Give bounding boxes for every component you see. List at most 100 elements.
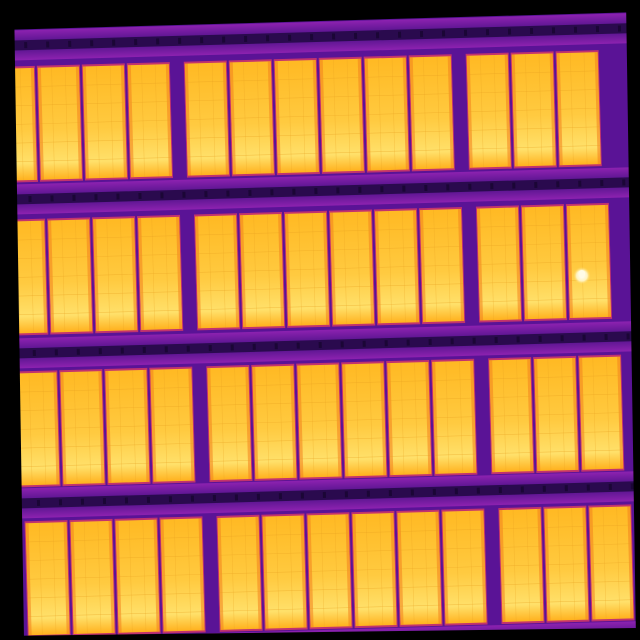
panel-edge xyxy=(380,363,387,476)
rack-bolt xyxy=(560,335,564,342)
cell-line xyxy=(231,135,273,138)
rack-bolt xyxy=(366,490,370,497)
panel-body xyxy=(82,65,127,179)
cell-line xyxy=(545,544,587,547)
cell-line xyxy=(208,404,250,406)
cell-line xyxy=(343,418,385,421)
cell-line xyxy=(606,357,610,469)
rack-bolt xyxy=(156,38,160,45)
cell-line xyxy=(589,524,631,527)
rack-bolt xyxy=(516,336,520,343)
rack-bolt xyxy=(300,492,304,499)
rack-bolt xyxy=(318,341,322,349)
cell-line xyxy=(535,394,577,397)
cell-line xyxy=(132,370,137,483)
cell-line xyxy=(446,209,451,322)
rack-bolt xyxy=(432,488,436,495)
rack-bolt xyxy=(529,27,534,35)
panel-edge xyxy=(470,360,477,473)
cell-line xyxy=(489,377,531,380)
cell-line xyxy=(154,64,159,177)
cell-line xyxy=(298,401,340,404)
panel-edge xyxy=(357,58,364,171)
cell-line xyxy=(276,115,318,118)
rack-bolt xyxy=(278,493,282,500)
cell-line xyxy=(16,428,58,430)
cell-line xyxy=(536,432,578,434)
cell-line xyxy=(590,543,632,546)
cell-line xyxy=(580,412,622,415)
cell-line xyxy=(414,362,418,475)
cell-line xyxy=(263,552,305,555)
panel-edge xyxy=(330,212,337,325)
cell-line xyxy=(493,55,498,168)
solar-panel xyxy=(296,362,343,480)
rack-bolt xyxy=(80,498,85,505)
panel-edge xyxy=(37,67,44,180)
cell-line xyxy=(71,557,113,560)
cell-line xyxy=(265,366,270,479)
cell-line xyxy=(478,263,520,265)
panel-body xyxy=(150,368,195,482)
panel-edge xyxy=(412,210,420,323)
cell-line xyxy=(40,159,82,162)
panel-body xyxy=(489,359,534,473)
panel-edge xyxy=(476,208,484,321)
cell-line xyxy=(196,270,238,273)
cell-line xyxy=(557,508,562,621)
panel-edge xyxy=(572,357,579,470)
solar-panel xyxy=(306,512,353,630)
cell-line xyxy=(17,446,59,449)
cell-line xyxy=(222,215,226,328)
rack-bolt xyxy=(419,31,424,38)
cell-line xyxy=(196,252,238,255)
panel-body xyxy=(217,516,262,630)
cell-line xyxy=(264,589,306,592)
rack-bolt xyxy=(226,190,230,197)
cell-line xyxy=(423,57,427,169)
cell-line xyxy=(445,361,450,474)
solar-panel xyxy=(363,55,410,173)
panel-edge xyxy=(120,65,127,178)
cell-line xyxy=(523,261,565,264)
cell-line xyxy=(459,361,463,474)
cell-line xyxy=(287,305,329,308)
panel-body xyxy=(442,510,487,624)
rack-bolt xyxy=(200,37,204,44)
cell-line xyxy=(365,513,370,626)
panel-edge xyxy=(432,361,439,474)
solar-panel xyxy=(465,52,512,170)
cell-line xyxy=(27,596,69,599)
cell-line xyxy=(491,433,533,436)
cell-line xyxy=(39,140,81,143)
rack-bolt xyxy=(270,189,274,196)
cell-line xyxy=(75,219,79,332)
panel-edge xyxy=(345,514,352,627)
panel-edge xyxy=(457,209,465,322)
cell-line xyxy=(279,366,284,479)
cell-line xyxy=(116,538,158,540)
panel-edge xyxy=(143,369,150,482)
cell-line xyxy=(197,289,239,292)
cell-line xyxy=(106,218,111,331)
rack-bolt xyxy=(507,28,512,35)
cell-line xyxy=(240,232,282,235)
cell-line xyxy=(71,539,113,542)
cell-line xyxy=(388,417,430,420)
cell-line xyxy=(275,516,280,629)
cell-line xyxy=(28,615,70,617)
panel-body xyxy=(432,360,477,474)
panel-edge xyxy=(579,357,586,470)
cell-line xyxy=(62,464,104,466)
cell-line xyxy=(480,55,484,168)
solar-panel xyxy=(126,62,173,180)
solar-panel xyxy=(418,206,466,325)
cell-line xyxy=(275,78,317,81)
panel-body xyxy=(70,520,115,635)
panel-edge xyxy=(534,358,541,471)
panel-edge xyxy=(342,364,349,477)
cell-line xyxy=(514,146,556,149)
cell-line xyxy=(444,603,486,606)
rack-bolt xyxy=(124,497,129,504)
